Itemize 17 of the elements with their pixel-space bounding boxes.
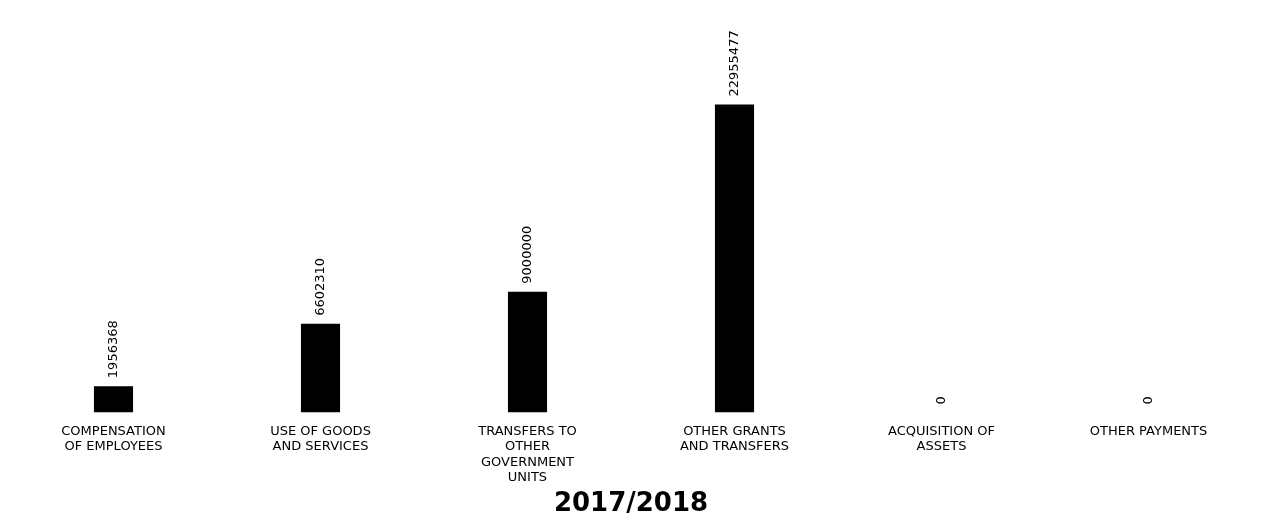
text: 2017/2018 (553, 487, 709, 518)
x-tick-label: COMPENSATION OF EMPLOYEES (61, 422, 166, 454)
data-label: 0 (1139, 396, 1155, 405)
x-tick-label: OTHER PAYMENTS (1089, 422, 1208, 438)
data-label: 22955477 (725, 30, 741, 97)
x-tick-label: ACQUISITION OF ASSETS (888, 422, 995, 454)
x-tick-label: USE OF GOODS AND SERVICES (270, 422, 371, 454)
bar (93, 386, 134, 413)
x-tick-label: OTHER GRANTS AND TRANSFERS (679, 422, 790, 454)
bar (714, 104, 755, 413)
bar (300, 323, 341, 413)
data-label: 1956368 (104, 320, 120, 379)
data-label: 0 (932, 396, 948, 405)
bar (507, 291, 548, 413)
data-label: 9000000 (518, 225, 534, 284)
data-label: 6602310 (311, 257, 327, 316)
x-tick-label: TRANSFERS TO OTHER GOVERNMENT UNITS (477, 422, 577, 485)
